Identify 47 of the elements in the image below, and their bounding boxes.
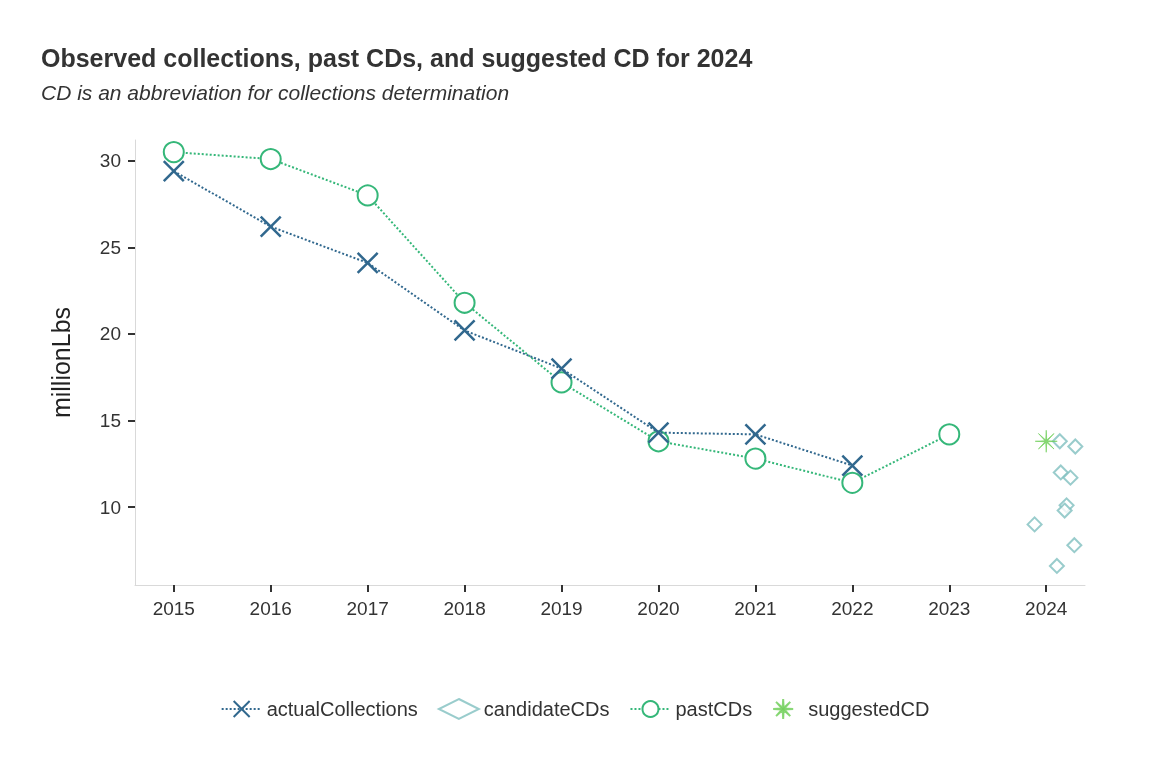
x-tick-label: 2021 — [734, 598, 777, 619]
y-tick-label: 20 — [99, 323, 121, 345]
x-tick-label: 2015 — [152, 598, 195, 619]
point — [1026, 516, 1043, 533]
point — [1034, 429, 1058, 453]
y-axis-title: millionLbs — [46, 306, 75, 419]
x-tick-label: 2024 — [1025, 598, 1068, 619]
point — [841, 454, 864, 477]
point — [550, 357, 573, 380]
y-tick-label: 10 — [99, 496, 121, 518]
point — [938, 423, 961, 446]
point — [162, 159, 186, 183]
point — [841, 471, 864, 494]
point — [1056, 502, 1073, 519]
point — [453, 319, 476, 342]
x-tick-label: 2023 — [928, 598, 971, 619]
point — [1062, 469, 1079, 486]
point — [744, 447, 767, 470]
point — [356, 251, 379, 275]
point — [259, 148, 282, 171]
point — [356, 184, 379, 207]
chart-title: Observed collections, past CDs, and suggested CD for 2024 — [41, 43, 753, 72]
legend-label: suggestedCD — [808, 698, 930, 720]
x-tick-label: 2019 — [540, 598, 583, 619]
point — [1051, 433, 1068, 450]
point — [453, 291, 476, 314]
y-tick-label: 15 — [99, 410, 121, 432]
x-tick-label: 2022 — [831, 598, 874, 619]
point — [647, 421, 670, 444]
x-tick-label: 2018 — [443, 598, 486, 619]
legend-label: actualCollections — [266, 698, 418, 720]
x-tick-label: 2020 — [637, 598, 680, 619]
point — [550, 371, 573, 394]
legend-label: candidateCDs — [483, 698, 610, 720]
point — [1052, 464, 1069, 481]
y-tick-label: 25 — [99, 236, 121, 258]
legend-label: pastCDs — [675, 698, 753, 720]
point — [744, 423, 767, 446]
y-tick-label: 30 — [99, 150, 121, 172]
point — [1067, 438, 1084, 455]
x-tick-label: 2017 — [346, 598, 389, 619]
chart-subtitle: CD is an abbreviation for collections determination — [41, 81, 510, 104]
point — [1066, 537, 1083, 554]
point — [1048, 557, 1065, 574]
point — [162, 141, 185, 164]
x-tick-label: 2016 — [249, 598, 292, 619]
point — [259, 215, 282, 238]
